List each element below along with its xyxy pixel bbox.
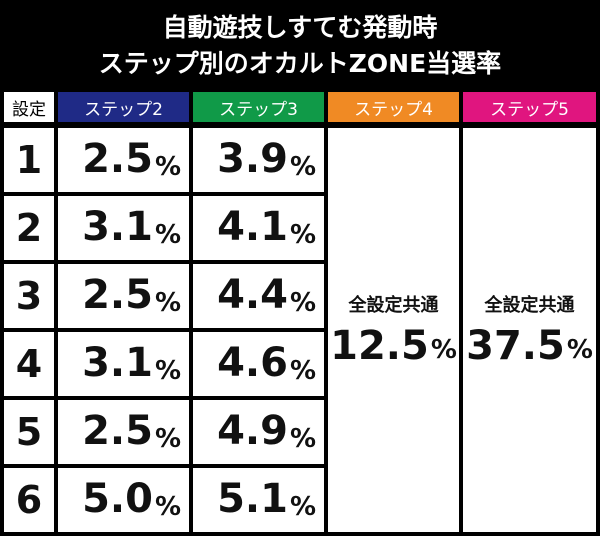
rate-unit: %	[289, 288, 316, 318]
rate-cell: 4.9%	[193, 400, 324, 464]
rate-value: 5.1	[217, 476, 288, 522]
setting-label: 2	[15, 206, 43, 250]
setting-label: 6	[15, 478, 43, 522]
rate-value: 4.9	[217, 408, 288, 454]
rate-unit: %	[289, 152, 316, 182]
setting-cell: 5	[4, 400, 54, 464]
setting-label: 4	[15, 342, 43, 386]
rate-cell: 5.0%	[58, 468, 189, 532]
rate-value: 3.9	[217, 136, 288, 182]
rate-value: 4.1	[217, 204, 288, 250]
setting-cell: 2	[4, 196, 54, 260]
rate-unit: %	[154, 152, 181, 182]
rate-unit: %	[289, 220, 316, 250]
header-cell: ステップ4	[328, 92, 459, 122]
merged-rate: 12.5%	[330, 323, 457, 369]
rate-value: 5.0	[82, 476, 153, 522]
merged-label: 全設定共通	[484, 295, 575, 316]
merged-cell: 全設定共通 37.5%	[463, 128, 596, 532]
rate-cell: 5.1%	[193, 468, 324, 532]
header-label: ステップ4	[354, 99, 433, 120]
merged-label: 全設定共通	[348, 295, 439, 316]
setting-label: 5	[15, 410, 43, 454]
header-cell: ステップ2	[58, 92, 189, 122]
rate-cell: 2.5%	[58, 400, 189, 464]
rate-value: 2.5	[82, 272, 153, 318]
rate-value: 2.5	[82, 408, 153, 454]
header-cell: ステップ5	[463, 92, 596, 122]
header-label: ステップ3	[219, 99, 298, 120]
rate-cell: 2.5%	[58, 128, 189, 192]
rate-unit: %	[289, 424, 316, 454]
title-line: 自動遊技しすてむ発動時	[162, 13, 438, 42]
rate-value: 4.4	[217, 272, 288, 318]
rate-cell: 4.6%	[193, 332, 324, 396]
rate-unit: %	[566, 335, 593, 365]
rate-unit: %	[430, 335, 457, 365]
rate-unit: %	[154, 288, 181, 318]
rate-cell: 2.5%	[58, 264, 189, 328]
merged-cell: 全設定共通 12.5%	[328, 128, 459, 532]
header-label: 設定	[12, 99, 46, 120]
setting-cell: 1	[4, 128, 54, 192]
rate-unit: %	[154, 424, 181, 454]
setting-label: 3	[15, 274, 43, 318]
setting-cell: 4	[4, 332, 54, 396]
rate-value: 37.5	[466, 323, 565, 369]
setting-cell: 6	[4, 468, 54, 532]
rate-value: 3.1	[82, 204, 153, 250]
rate-value: 12.5	[330, 323, 429, 369]
rate-cell: 4.4%	[193, 264, 324, 328]
header-label: ステップ2	[84, 99, 163, 120]
rate-cell: 4.1%	[193, 196, 324, 260]
merged-rate: 37.5%	[466, 323, 593, 369]
rate-unit: %	[154, 492, 181, 522]
rate-value: 4.6	[217, 340, 288, 386]
rate-unit: %	[154, 356, 181, 386]
rate-cell: 3.1%	[58, 332, 189, 396]
header-label: ステップ5	[490, 99, 569, 120]
rate-unit: %	[154, 220, 181, 250]
rate-value: 2.5	[82, 136, 153, 182]
rate-cell: 3.1%	[58, 196, 189, 260]
setting-label: 1	[15, 138, 43, 182]
rate-unit: %	[289, 356, 316, 386]
setting-cell: 3	[4, 264, 54, 328]
rate-unit: %	[289, 492, 316, 522]
rate-value: 3.1	[82, 340, 153, 386]
header-cell: ステップ3	[193, 92, 324, 122]
title-line: ステップ別のオカルトZONE当選率	[98, 49, 502, 78]
rate-cell: 3.9%	[193, 128, 324, 192]
header-cell: 設定	[4, 92, 54, 122]
